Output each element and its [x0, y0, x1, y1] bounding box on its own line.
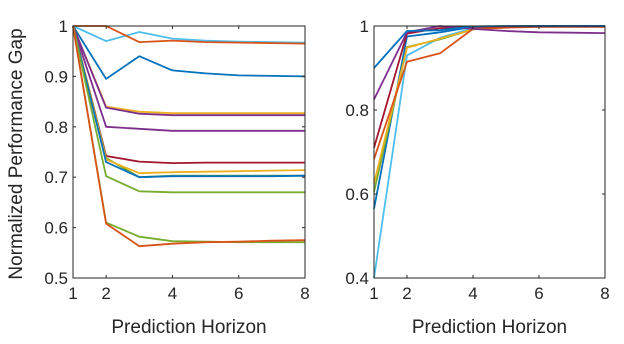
left-x-axis-label: Prediction Horizon: [111, 317, 266, 338]
left-series-line-13: [72, 25, 306, 248]
right-series-line-3: [373, 25, 605, 193]
left-x-tick-label: 1: [68, 284, 77, 303]
left-series-line-9: [72, 25, 306, 175]
right-series-line-1: [373, 25, 605, 279]
right-y-tick-label: 0.6: [345, 185, 369, 204]
left-x-tick-label: 2: [101, 284, 110, 303]
right-x-tick-label: 4: [468, 284, 477, 303]
left-series-line-3: [72, 25, 306, 80]
right-y-tick-label: 1: [360, 17, 369, 36]
right-y-tick-label: 0.8: [345, 101, 369, 120]
left-series-line-2: [73, 25, 306, 45]
left-series-line-4: [72, 25, 305, 115]
left-x-tick-label: 6: [234, 284, 243, 303]
right-x-axis-label: Prediction Horizon: [412, 317, 567, 338]
right-x-tick-label: 6: [534, 284, 543, 303]
right-series-line-4: [373, 25, 605, 184]
left-axes-frame: [72, 25, 306, 279]
left-y-axis-label: Normalized Performance Gap: [6, 28, 27, 279]
right-x-tick-label: 1: [369, 284, 378, 303]
left-series-line-6: [72, 25, 305, 132]
left-series-line-10: [72, 25, 306, 179]
right-chart: 1 2 4 6 8 0.4 0.6 0.8 1 Prediction Horizon: [345, 17, 609, 338]
right-x-tick-label: 2: [402, 284, 411, 303]
left-y-tick-label: 0.5: [44, 269, 68, 288]
right-series-line-6: [373, 25, 605, 149]
left-x-tick-label: 4: [168, 284, 177, 303]
left-series-line-8: [72, 25, 305, 179]
right-series-line-2: [373, 25, 605, 209]
left-series-line-11: [72, 25, 305, 194]
left-y-tick-label: 0.8: [44, 118, 68, 137]
left-series-line-7: [72, 25, 305, 165]
left-y-tick-label: 0.9: [44, 67, 68, 86]
left-y-tick-label: 1: [59, 17, 68, 36]
left-y-tick-label: 0.7: [44, 168, 68, 187]
right-y-tick-label: 0.4: [345, 269, 369, 288]
left-y-tick-label: 0.6: [44, 219, 68, 238]
left-series-line-5: [72, 25, 305, 117]
right-x-tick-label: 8: [600, 284, 609, 303]
left-chart: 1 2 4 6 8 0.5 0.6 0.7 0.8 0.9 1 Prediction Horizon N…: [6, 17, 310, 338]
right-axes-frame: [373, 25, 606, 279]
left-series-line-12: [72, 25, 305, 244]
left-x-tick-label: 8: [300, 284, 309, 303]
left-series-line-1: [72, 25, 306, 44]
